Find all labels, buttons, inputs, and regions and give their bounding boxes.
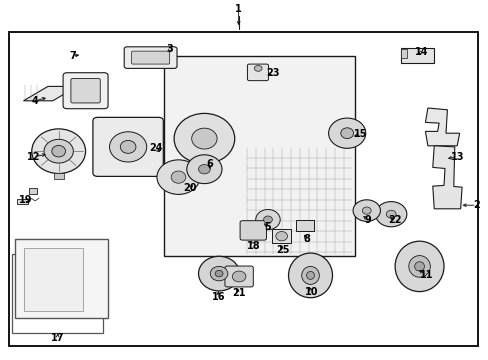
Ellipse shape — [362, 207, 370, 214]
Ellipse shape — [386, 210, 395, 218]
Bar — [12, 254, 102, 333]
Ellipse shape — [215, 270, 223, 277]
Polygon shape — [432, 146, 461, 209]
Bar — [271, 229, 291, 243]
Text: 5: 5 — [264, 222, 271, 232]
Ellipse shape — [109, 132, 146, 162]
Ellipse shape — [174, 113, 234, 164]
Ellipse shape — [254, 66, 262, 71]
Ellipse shape — [120, 140, 136, 153]
Ellipse shape — [375, 202, 406, 227]
Bar — [9, 32, 477, 346]
Ellipse shape — [44, 139, 73, 163]
Text: 21: 21 — [231, 288, 245, 298]
Text: 10: 10 — [305, 287, 318, 297]
Bar — [295, 220, 314, 231]
Text: 15: 15 — [353, 129, 367, 139]
Ellipse shape — [198, 256, 239, 291]
Bar — [400, 48, 433, 63]
Ellipse shape — [52, 145, 65, 157]
Text: 19: 19 — [19, 195, 32, 205]
Ellipse shape — [340, 128, 353, 139]
Ellipse shape — [352, 200, 380, 221]
Ellipse shape — [198, 165, 210, 174]
FancyBboxPatch shape — [124, 47, 177, 68]
FancyBboxPatch shape — [71, 78, 100, 103]
FancyBboxPatch shape — [247, 64, 268, 81]
Polygon shape — [23, 86, 77, 101]
Text: 12: 12 — [26, 152, 40, 162]
Text: 25: 25 — [275, 245, 289, 255]
Text: 1: 1 — [235, 4, 242, 14]
Bar — [400, 49, 406, 58]
Text: 9: 9 — [364, 215, 370, 225]
Ellipse shape — [414, 262, 424, 271]
Text: 23: 23 — [265, 68, 279, 78]
Ellipse shape — [328, 118, 365, 148]
Text: 22: 22 — [387, 215, 401, 225]
Bar — [29, 188, 37, 194]
Text: 7: 7 — [69, 51, 76, 61]
Text: 14: 14 — [414, 47, 427, 57]
FancyBboxPatch shape — [224, 266, 253, 287]
Ellipse shape — [210, 266, 227, 281]
Bar — [163, 56, 354, 256]
FancyBboxPatch shape — [240, 221, 266, 240]
FancyBboxPatch shape — [63, 73, 108, 109]
Ellipse shape — [32, 129, 85, 174]
Bar — [54, 173, 63, 179]
Ellipse shape — [191, 128, 217, 149]
Text: 16: 16 — [212, 292, 225, 302]
Ellipse shape — [306, 271, 314, 279]
FancyBboxPatch shape — [93, 117, 163, 176]
Ellipse shape — [288, 253, 332, 298]
Ellipse shape — [232, 271, 245, 282]
Ellipse shape — [275, 231, 287, 241]
Ellipse shape — [301, 266, 319, 284]
FancyBboxPatch shape — [131, 51, 169, 64]
Text: 4: 4 — [32, 96, 39, 106]
Ellipse shape — [263, 216, 272, 223]
Polygon shape — [425, 108, 459, 146]
Text: 6: 6 — [205, 159, 212, 169]
Bar — [15, 239, 107, 318]
Ellipse shape — [408, 256, 429, 277]
Text: 3: 3 — [166, 44, 173, 54]
Ellipse shape — [186, 155, 222, 184]
Text: 11: 11 — [419, 270, 432, 280]
Text: 17: 17 — [51, 333, 64, 343]
Text: 24: 24 — [148, 143, 162, 153]
Bar — [17, 199, 28, 204]
Ellipse shape — [157, 160, 200, 194]
Ellipse shape — [394, 241, 443, 292]
Bar — [24, 248, 83, 311]
Text: 13: 13 — [449, 152, 463, 162]
Ellipse shape — [171, 171, 185, 183]
Text: 8: 8 — [303, 234, 310, 244]
Text: 18: 18 — [246, 240, 260, 251]
Text: 20: 20 — [183, 183, 196, 193]
Text: 2: 2 — [472, 200, 479, 210]
Ellipse shape — [255, 210, 280, 230]
